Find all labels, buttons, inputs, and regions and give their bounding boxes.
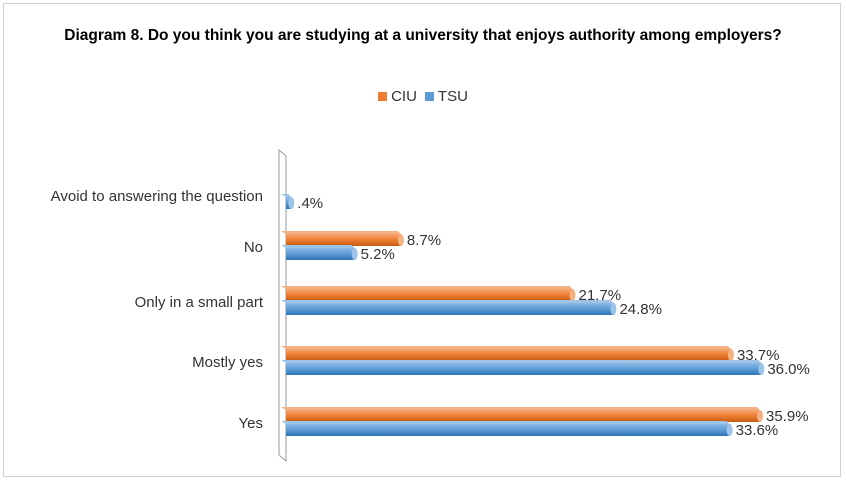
bar-top-tsu bbox=[281, 245, 355, 248]
bar-top-tsu bbox=[281, 360, 762, 363]
bar-cap-ciu bbox=[727, 349, 734, 361]
bar-ciu bbox=[286, 289, 573, 301]
chart-title: Diagram 8. Do you think you are studying… bbox=[64, 27, 782, 44]
bar-cap-ciu bbox=[757, 410, 763, 422]
legend-label-ciu: CIU bbox=[391, 88, 417, 105]
bar-top-ciu bbox=[281, 231, 401, 234]
bar-top-tsu bbox=[281, 421, 730, 424]
legend: CIU TSU bbox=[0, 88, 846, 105]
bar-tsu bbox=[286, 424, 730, 436]
bar-top-ciu bbox=[281, 346, 731, 349]
category-label: Yes bbox=[239, 415, 263, 432]
data-label-tsu: 5.2% bbox=[361, 246, 395, 263]
data-label-ciu: 8.7% bbox=[407, 232, 441, 249]
data-label-tsu: .4% bbox=[297, 195, 323, 212]
legend-swatch-tsu bbox=[424, 92, 434, 101]
category-label: No bbox=[244, 239, 263, 256]
data-label-ciu: 21.7% bbox=[579, 287, 622, 304]
chart-frame bbox=[3, 3, 841, 477]
data-label-ciu: 35.9% bbox=[766, 408, 809, 425]
bar-cap-ciu bbox=[397, 234, 404, 246]
bar-cap-tsu bbox=[288, 197, 295, 209]
data-label-tsu: 33.6% bbox=[736, 422, 779, 439]
bar-ciu bbox=[286, 410, 760, 422]
bar-tsu bbox=[286, 363, 762, 375]
bar-cap-tsu bbox=[726, 424, 733, 436]
bar-tsu bbox=[286, 303, 614, 315]
bar-top-ciu bbox=[281, 407, 760, 410]
bar-tsu bbox=[286, 248, 355, 260]
data-label-ciu: 33.7% bbox=[737, 347, 780, 364]
category-label: Avoid to answering the question bbox=[51, 188, 263, 205]
legend-item-ciu: CIU bbox=[378, 88, 417, 105]
category-label: Only in a small part bbox=[135, 294, 264, 311]
legend-label-tsu: TSU bbox=[437, 88, 468, 105]
data-label-tsu: 24.8% bbox=[619, 301, 662, 318]
axis-wall bbox=[278, 148, 287, 463]
legend-swatch-ciu bbox=[378, 92, 388, 101]
legend-item-tsu: TSU bbox=[424, 88, 468, 105]
bar-top-tsu bbox=[281, 194, 292, 197]
bar-cap-tsu bbox=[610, 303, 617, 315]
bar-cap-ciu bbox=[569, 289, 576, 301]
bar-cap-tsu bbox=[758, 363, 765, 375]
bar-ciu bbox=[286, 234, 401, 246]
bar-ciu bbox=[286, 349, 731, 361]
data-label-tsu: 36.0% bbox=[767, 361, 810, 378]
bar-top-tsu bbox=[281, 300, 614, 303]
category-label: Mostly yes bbox=[192, 354, 263, 371]
bar-cap-tsu bbox=[351, 248, 358, 260]
bar-top-ciu bbox=[281, 286, 573, 289]
